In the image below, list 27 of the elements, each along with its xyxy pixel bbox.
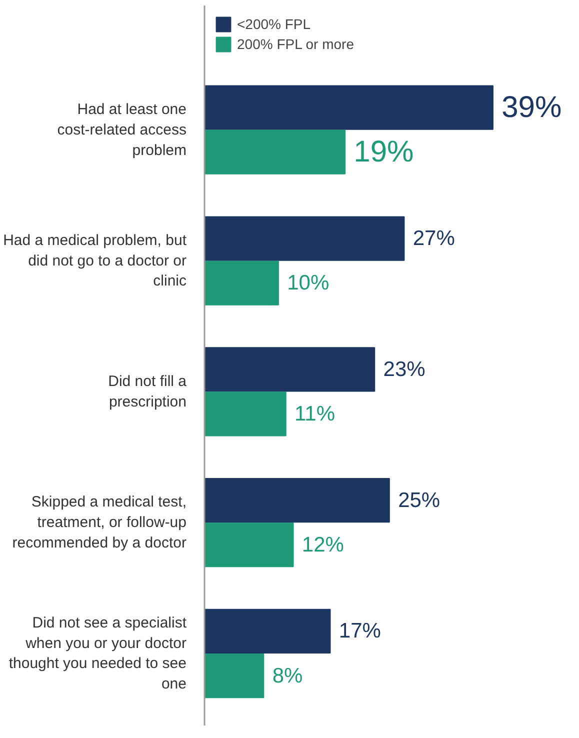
bar [204,478,390,523]
y-tick-label: Did not fill a prescription [108,372,188,410]
legend-label: 200% FPL or more [237,36,354,52]
y-tick-label: Did not see a specialist when you or your doctor thought you needed to see one [8,614,188,693]
data-label: 12% [302,533,344,556]
bar [204,522,294,568]
bar [204,608,331,654]
data-label: 10% [287,272,330,295]
bar [204,130,346,174]
bar [204,260,279,306]
bar [204,85,494,130]
y-tick-label: Had a medical problem, but did not go to a doctor or clinic [3,232,188,290]
y-tick-label: Had at least one cost-related access problem [57,100,187,159]
data-label: 23% [383,358,426,381]
data-label: 8% [272,664,303,688]
data-label: 19% [354,136,414,169]
bar [204,653,264,698]
data-label: 27% [412,227,455,250]
data-label: 39% [502,91,562,124]
legend-label: <200% FPL [237,16,311,32]
bar [204,392,286,436]
data-label: 25% [398,488,440,512]
data-label: 11% [294,402,335,426]
data-label: 17% [338,620,381,643]
y-tick-label: Skipped a medical test, treatment, or follow-up recommended by a doctor [12,494,187,552]
bar [204,347,376,392]
bar [204,216,405,261]
